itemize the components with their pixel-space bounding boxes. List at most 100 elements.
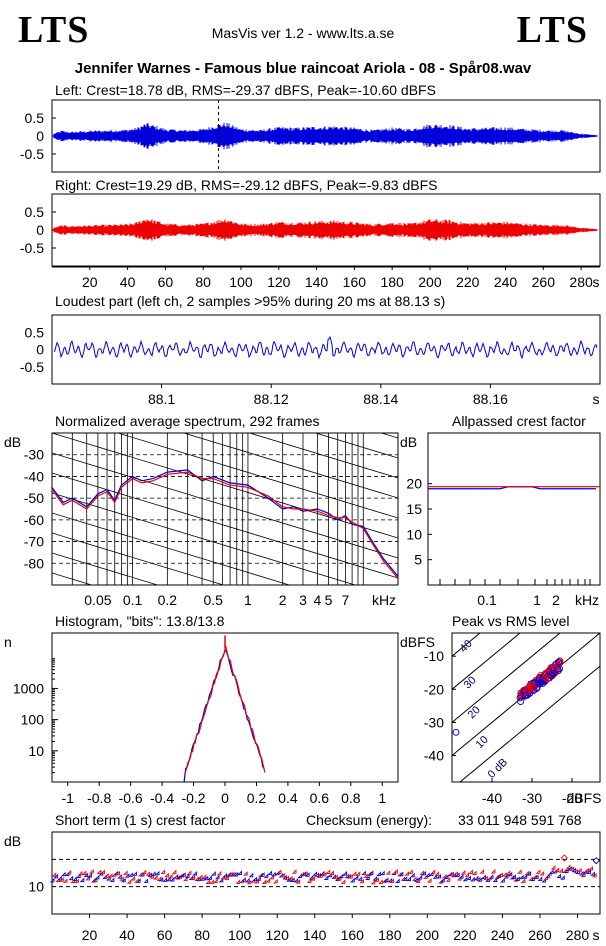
short-term-point (368, 870, 374, 875)
short-term-point (181, 872, 186, 877)
short-term-point (198, 874, 203, 879)
short-term-point (199, 876, 205, 881)
short-term-point (588, 865, 593, 871)
time-axis-label: 260 (532, 274, 556, 290)
short-term-point (305, 872, 310, 877)
peak-rms-xtick: -30 (522, 790, 542, 806)
short-term-point (336, 876, 342, 881)
short-term-point (124, 873, 130, 878)
right-ytick: -0.5 (20, 240, 44, 256)
left-waveform-line (53, 122, 598, 150)
crest-ytick: 5 (414, 552, 422, 568)
short-term-point (425, 872, 430, 878)
short-term-point (121, 877, 126, 883)
short-term-point (457, 876, 462, 881)
short-term-point (351, 871, 357, 876)
histogram-ytick: 100 (21, 712, 45, 728)
short-term-point (398, 871, 404, 877)
short-term-point (306, 878, 312, 884)
short-term-point (149, 874, 154, 879)
short-term-point (132, 871, 137, 876)
short-term-point (128, 872, 134, 877)
short-term-point (145, 871, 151, 876)
loudest-part-title: Loudest part (left ch, 2 samples >95% du… (55, 293, 446, 309)
short-term-point (280, 872, 286, 878)
short-term-point (385, 870, 391, 875)
peak-rms-ytick: -40 (424, 748, 444, 764)
short-term-point (507, 871, 513, 877)
logo-left: LTS (18, 9, 90, 51)
short-term-point (462, 876, 468, 882)
short-term-point (350, 877, 355, 883)
spectrum-xunit: kHz (372, 592, 396, 608)
short-term-point (370, 879, 376, 885)
short-term-point (522, 874, 528, 879)
short-term-point (402, 876, 408, 881)
short-term-point (359, 878, 364, 884)
short-term-point (592, 872, 597, 878)
peak-rms-ytick: -10 (424, 648, 444, 664)
short-term-point (434, 871, 440, 876)
spectrum-xtick: 5 (325, 592, 333, 608)
histogram-xtick: -0.6 (119, 790, 143, 806)
short-term-point (492, 877, 498, 883)
spectrum-right-line (52, 471, 398, 579)
short-term-point (136, 878, 141, 883)
short-term-point (580, 872, 586, 878)
short-term-point (216, 870, 222, 876)
short-term-point (265, 878, 271, 883)
short-term-point (408, 869, 413, 874)
short-term-point (276, 869, 282, 874)
spectrum-xtick: 2 (279, 592, 287, 608)
short-term-point (353, 874, 359, 880)
short-term-point (85, 875, 90, 881)
short-term-point (126, 879, 132, 884)
histogram-frame (51, 632, 399, 783)
loudest-xunit: s (593, 391, 600, 407)
short-term-point (77, 870, 83, 876)
short-term-point (530, 876, 535, 882)
short-term-point (224, 875, 229, 881)
short-term-point (130, 875, 136, 881)
short-term-point (79, 877, 85, 883)
short-term-point (160, 869, 166, 874)
short-term-point (254, 878, 259, 884)
right-waveform-title: Right: Crest=19.29 dB, RMS=-29.12 dBFS, … (55, 177, 438, 193)
spectrum-ytick: -50 (24, 490, 44, 506)
spectrum-xtick: 3 (299, 592, 307, 608)
short-term-point (534, 874, 539, 879)
time-axis-label: 60 (158, 274, 174, 290)
short-term-point (76, 873, 81, 879)
peak-rms-xtick: -40 (482, 790, 502, 806)
short-term-point (222, 873, 227, 878)
right-ytick: 0.5 (25, 204, 45, 220)
time-axis-label: 80 (195, 274, 211, 290)
short-term-point (340, 879, 346, 884)
short-term-point (348, 874, 353, 879)
histogram-left-line (183, 648, 265, 783)
histogram-xtick: 0.8 (341, 790, 361, 806)
short-term-point (246, 879, 252, 885)
spectrum-ylabel: dB (4, 434, 21, 450)
short-term-point (190, 875, 196, 880)
short-term-xtick: 20 (82, 927, 98, 943)
peak-rms-point (554, 665, 562, 673)
short-term-point (245, 877, 250, 883)
short-term-point (592, 857, 600, 865)
crest-ylabel: dB (400, 434, 417, 450)
short-term-point (214, 874, 220, 880)
short-term-point (417, 874, 423, 880)
short-term-xtick: 140 (303, 927, 327, 943)
histogram-title: Histogram, "bits": 13.8/13.8 (55, 613, 225, 629)
short-term-point (173, 874, 179, 879)
histogram-xtick: 1 (378, 790, 386, 806)
short-term-ylabel: dB (4, 833, 21, 849)
short-term-point (243, 871, 248, 876)
short-term-xtick: 260 (528, 927, 552, 943)
short-term-point (404, 871, 410, 876)
short-term-point (171, 869, 177, 875)
short-term-point (556, 873, 562, 879)
short-term-point (100, 869, 105, 875)
short-term-point (479, 869, 485, 874)
time-axis-label: 220 (456, 274, 480, 290)
